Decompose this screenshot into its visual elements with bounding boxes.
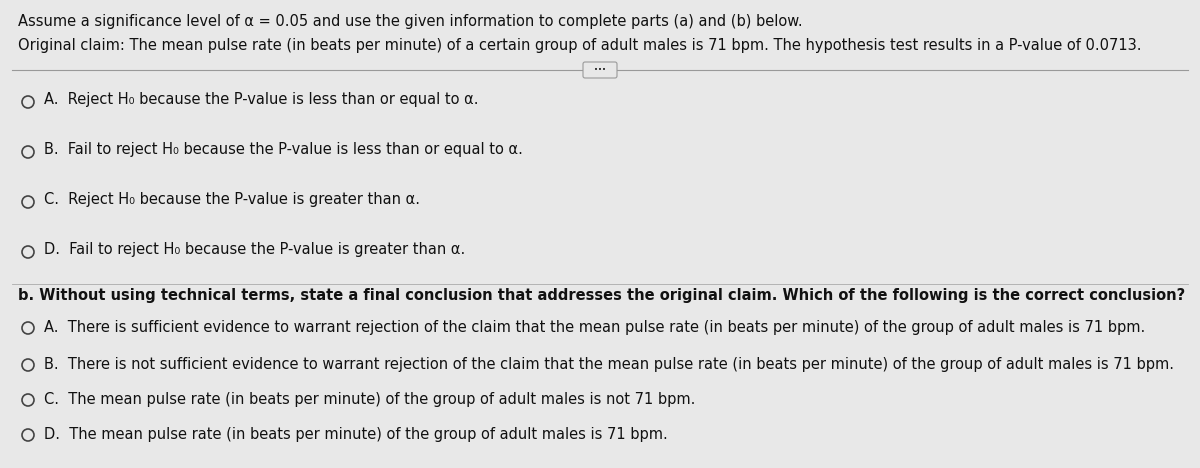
Text: Assume a significance level of α = 0.05 and use the given information to complet: Assume a significance level of α = 0.05 … <box>18 14 803 29</box>
FancyBboxPatch shape <box>583 62 617 78</box>
Text: B.  There is not sufficient evidence to warrant rejection of the claim that the : B. There is not sufficient evidence to w… <box>44 357 1174 372</box>
Text: C.  The mean pulse rate (in beats per minute) of the group of adult males is not: C. The mean pulse rate (in beats per min… <box>44 392 695 407</box>
Text: A.  Reject H₀ because the P-value is less than or equal to α.: A. Reject H₀ because the P-value is less… <box>44 92 479 107</box>
Text: •••: ••• <box>594 67 606 73</box>
Text: C.  Reject H₀ because the P-value is greater than α.: C. Reject H₀ because the P-value is grea… <box>44 192 420 207</box>
Text: D.  Fail to reject H₀ because the P-value is greater than α.: D. Fail to reject H₀ because the P-value… <box>44 242 466 257</box>
Text: B.  Fail to reject H₀ because the P-value is less than or equal to α.: B. Fail to reject H₀ because the P-value… <box>44 142 523 157</box>
Text: b. Without using technical terms, state a final conclusion that addresses the or: b. Without using technical terms, state … <box>18 288 1186 303</box>
Text: Original claim: The mean pulse rate (in beats per minute) of a certain group of : Original claim: The mean pulse rate (in … <box>18 38 1141 53</box>
Text: D.  The mean pulse rate (in beats per minute) of the group of adult males is 71 : D. The mean pulse rate (in beats per min… <box>44 427 667 442</box>
Text: A.  There is sufficient evidence to warrant rejection of the claim that the mean: A. There is sufficient evidence to warra… <box>44 320 1145 335</box>
